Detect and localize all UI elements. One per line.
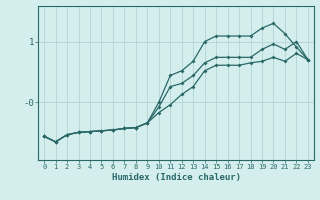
X-axis label: Humidex (Indice chaleur): Humidex (Indice chaleur) <box>111 173 241 182</box>
